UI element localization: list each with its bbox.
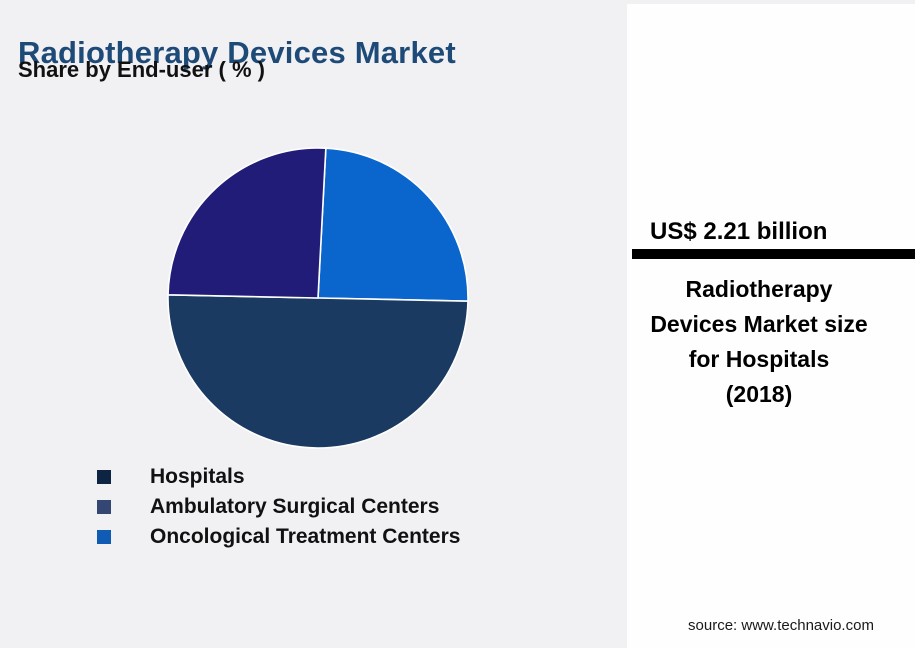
legend-swatch-ambulatory-surgical-centers	[97, 500, 111, 514]
description-line: for Hospitals	[688, 346, 830, 372]
legend-item-hospitals: Hospitals	[97, 462, 460, 492]
pie-slice-ambulatory-surgical-centers	[167, 147, 327, 299]
legend-item-oncological-treatment-centers: Oncological Treatment Centers	[97, 522, 460, 552]
page-title: Radiotherapy Devices Market	[18, 34, 456, 70]
legend-swatch-oncological-treatment-centers	[97, 530, 111, 544]
source-attribution: source: www.technavio.com	[688, 617, 874, 634]
pie-chart	[166, 146, 470, 450]
legend-label-ambulatory-surgical-centers: Ambulatory Surgical Centers	[150, 495, 440, 518]
divider	[632, 249, 915, 259]
market-size-headline: US$ 2.21 billion	[650, 218, 828, 245]
page-subtitle: Share by End-user ( % )	[18, 57, 265, 82]
legend-swatch-hospitals	[97, 470, 111, 484]
legend-label-hospitals: Hospitals	[150, 465, 245, 488]
info-panel: US$ 2.21 billion Radiotherapy Devices Ma…	[627, 4, 915, 648]
market-size-description: Radiotherapy Devices Market size for Hos…	[627, 272, 891, 412]
description-line: Devices Market size	[650, 311, 868, 337]
description-line: Radiotherapy	[685, 276, 833, 302]
legend: Hospitals Ambulatory Surgical Centers On…	[97, 462, 460, 552]
description-line: (2018)	[725, 381, 793, 407]
pie-slice-oncological-treatment-centers	[317, 147, 469, 302]
pie-chart-svg	[167, 147, 469, 449]
legend-item-ambulatory-surgical-centers: Ambulatory Surgical Centers	[97, 492, 460, 522]
pie-slice-hospitals	[167, 294, 469, 449]
legend-label-oncological-treatment-centers: Oncological Treatment Centers	[150, 525, 461, 548]
